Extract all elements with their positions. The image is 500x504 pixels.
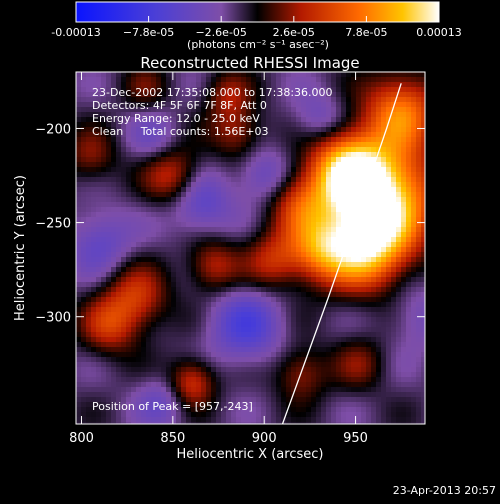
colorbar-tick-label: 7.8e-05 <box>345 26 387 39</box>
y-tick-label: −250 <box>35 217 71 232</box>
x-tick-label: 850 <box>160 431 185 446</box>
annotation-time: 23-Dec-2002 17:35:08.000 to 17:38:36.000 <box>92 86 333 99</box>
peak-position-label: Position of Peak = [957,-243] <box>92 400 253 413</box>
colorbar-tick-label: −7.8e-05 <box>123 26 174 39</box>
colorbar-tick-label: -0.00013 <box>51 26 100 39</box>
annotation-detectors: Detectors: 4F 5F 6F 7F 8F, Att 0 <box>92 99 267 112</box>
x-tick-label: 950 <box>343 431 368 446</box>
chart-title: Reconstructed RHESSI Image <box>140 54 359 72</box>
y-axis-label: Heliocentric Y (arcsec) <box>13 175 28 321</box>
annotation-energy: Energy Range: 12.0 - 25.0 keV <box>92 112 260 125</box>
timestamp: 23-Apr-2013 20:57 <box>393 484 496 497</box>
x-axis-label: Heliocentric X (arcsec) <box>177 447 324 462</box>
x-tick-label: 900 <box>252 431 277 446</box>
y-tick-label: −200 <box>35 122 71 137</box>
colorbar-unit-label: (photons cm⁻² s⁻¹ asec⁻²) <box>187 38 329 51</box>
colorbar-gradient <box>76 2 439 22</box>
y-tick-label: −300 <box>35 311 71 326</box>
x-tick-label: 800 <box>69 431 94 446</box>
colorbar-tick-label: 0.00013 <box>416 26 462 39</box>
annotation-clean: Clean Total counts: 1.56E+03 <box>92 125 269 138</box>
